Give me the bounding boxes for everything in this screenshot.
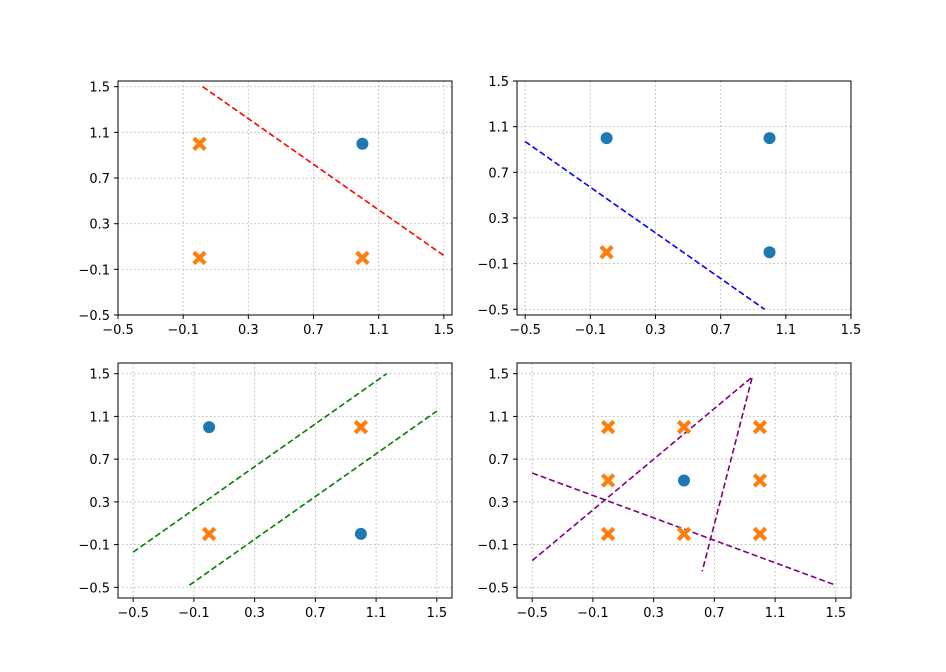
x-tick-label: −0.1 <box>577 606 609 621</box>
x-marker-stroke <box>192 136 207 151</box>
x-marker-stroke <box>201 526 217 542</box>
subplot-top-left: −0.5−0.5 −0.1 −0.1 0.3 0.3 0.7 0.7 1.1 1.1 1.5 1.5 <box>78 80 455 338</box>
y-tick-label: 1.1 <box>488 410 509 425</box>
x-marker <box>600 526 616 542</box>
x-marker-stroke <box>192 250 207 266</box>
decision-line <box>132 373 388 553</box>
subplot-bottom-left: −0.5 −0.5 −0.1 −0.1 0.3 0.3 0.7 0.7 1.1 1.1 1.5 1.5 <box>78 362 453 621</box>
x-marker-stroke <box>752 473 768 488</box>
y-tick-label: 1.5 <box>488 368 509 383</box>
x-marker <box>192 136 207 151</box>
y-tick-label: 1.1 <box>89 126 110 141</box>
x-marker <box>355 250 370 266</box>
x-marker <box>599 245 614 260</box>
x-marker <box>192 250 207 266</box>
y-tick-label: 0.7 <box>488 166 509 181</box>
decision-line <box>524 140 766 310</box>
y-tick-label: 1.5 <box>89 368 110 383</box>
x-tick-label: 1.1 <box>366 606 387 621</box>
y-tick-label: 0.3 <box>89 218 110 233</box>
x-tick-label: −0.5 <box>509 323 541 338</box>
x-tick-label: −0.1 <box>178 606 210 621</box>
x-marker <box>752 526 768 542</box>
y-tick-label: 0.7 <box>488 453 509 468</box>
x-marker-stroke <box>752 419 768 435</box>
x-tick-label: 0.7 <box>305 606 326 621</box>
x-marker-stroke <box>599 245 614 260</box>
x-tick-label: 1.5 <box>825 606 846 621</box>
axes-frame <box>117 362 453 599</box>
y-tick-label: 1.5 <box>488 75 509 90</box>
x-marker <box>752 419 768 435</box>
x-tick-label: −0.1 <box>167 323 199 338</box>
x-tick-label: 0.3 <box>645 323 666 338</box>
circle-marker <box>600 132 613 145</box>
x-tick-label: 1.5 <box>434 323 455 338</box>
x-marker-stroke <box>353 419 369 435</box>
y-tick-label: −0.5 <box>78 581 110 596</box>
y-tick-label: −0.5 <box>477 581 509 596</box>
axes-frame <box>516 80 852 316</box>
y-tick-label: −0.1 <box>78 263 110 278</box>
decision-line <box>202 86 445 257</box>
axes-frame <box>117 80 453 316</box>
x-tick-label: −0.5 <box>117 606 149 621</box>
x-tick-label: 0.3 <box>238 323 259 338</box>
y-tick-label: −0.1 <box>78 539 110 554</box>
y-tick-label: −0.5 <box>78 309 110 324</box>
x-tick-label: −0.5 <box>516 606 548 621</box>
x-marker <box>600 419 616 435</box>
x-tick-label: 0.3 <box>244 606 265 621</box>
x-marker-stroke <box>600 419 616 435</box>
x-marker <box>600 473 616 488</box>
circle-marker <box>203 421 216 434</box>
decision-line <box>188 410 438 586</box>
x-marker-stroke <box>676 526 692 542</box>
x-marker <box>752 473 768 488</box>
y-tick-label: 1.5 <box>89 81 110 96</box>
x-marker-stroke <box>676 419 692 435</box>
x-marker <box>676 419 692 435</box>
circle-marker <box>763 132 776 145</box>
x-marker-stroke <box>600 473 616 488</box>
x-marker <box>676 526 692 542</box>
x-tick-label: 0.7 <box>710 323 731 338</box>
axes-frame <box>516 362 852 599</box>
circle-marker <box>763 246 776 259</box>
subplot-top-right: −0.5−0.5 −0.1 −0.1 0.3 0.3 0.7 0.7 1.1 1.1 1.5 1.5 <box>477 75 861 338</box>
x-marker <box>201 526 217 542</box>
y-tick-label: −0.5 <box>477 303 509 318</box>
x-marker-stroke <box>355 250 370 266</box>
x-tick-label: −0.1 <box>575 323 607 338</box>
decision-line <box>531 472 837 586</box>
y-tick-label: 0.3 <box>488 212 509 227</box>
x-tick-label: −0.5 <box>102 323 134 338</box>
circle-marker <box>356 137 369 150</box>
x-tick-label: 1.5 <box>426 606 447 621</box>
x-marker-stroke <box>752 526 768 542</box>
x-tick-label: 1.5 <box>841 323 862 338</box>
x-tick-label: 0.3 <box>643 606 664 621</box>
x-tick-label: 1.1 <box>368 323 389 338</box>
x-tick-label: 1.1 <box>775 323 796 338</box>
x-tick-label: 1.1 <box>765 606 786 621</box>
y-tick-label: −0.1 <box>477 258 509 273</box>
y-tick-label: 1.1 <box>488 121 509 136</box>
y-tick-label: 0.7 <box>89 172 110 187</box>
y-tick-label: 0.3 <box>89 496 110 511</box>
y-tick-label: 1.1 <box>89 410 110 425</box>
subplot-bottom-right: −0.5 −0.5 −0.1 −0.1 0.3 0.3 0.7 0.7 1.1 1.1 1.5 1.5 <box>477 362 852 621</box>
circle-marker <box>354 527 367 540</box>
circle-marker <box>678 474 690 487</box>
y-tick-label: 0.3 <box>488 496 509 511</box>
x-tick-label: 0.7 <box>303 323 324 338</box>
x-tick-label: 0.7 <box>704 606 725 621</box>
y-tick-label: 0.7 <box>89 453 110 468</box>
y-tick-label: −0.1 <box>477 539 509 554</box>
x-marker-stroke <box>600 526 616 542</box>
x-marker <box>353 419 369 435</box>
